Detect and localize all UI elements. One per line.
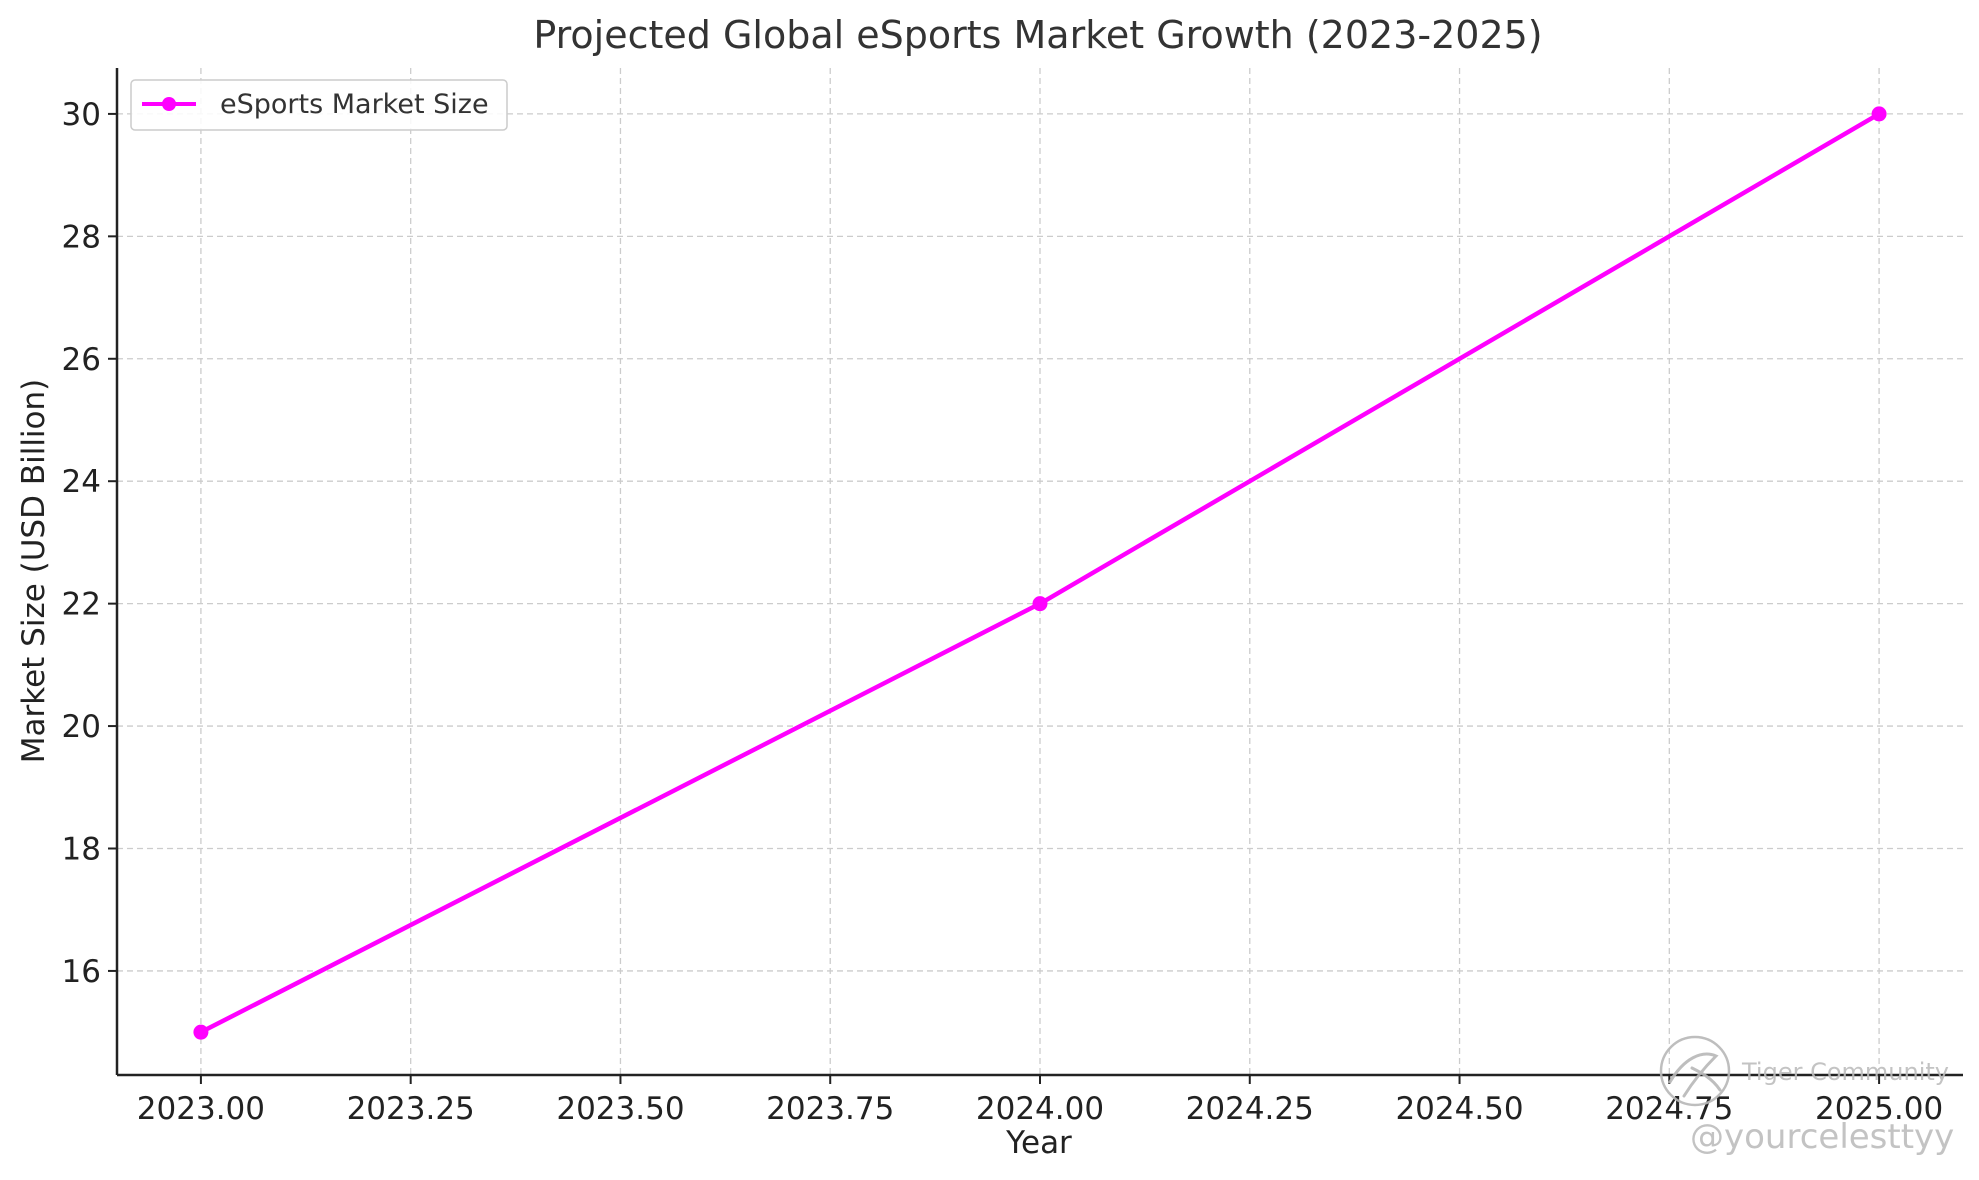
x-tick-label: 2024.00	[976, 1091, 1104, 1127]
y-tick-label: 26	[62, 342, 101, 378]
legend: eSports Market Size	[130, 79, 508, 131]
x-tick-label: 2023.00	[137, 1091, 265, 1127]
x-tick-label: 2023.50	[556, 1091, 684, 1127]
legend-marker-swatch	[162, 97, 176, 111]
data-point	[1871, 106, 1887, 122]
x-tick-label: 2024.50	[1395, 1091, 1523, 1127]
legend-label: eSports Market Size	[220, 89, 489, 120]
data-point	[1032, 596, 1048, 612]
y-tick-label: 18	[62, 832, 101, 868]
legend-box	[130, 79, 508, 131]
x-tick-label: 2025.00	[1815, 1091, 1943, 1127]
y-tick-label: 20	[62, 709, 101, 745]
y-tick-label: 16	[62, 954, 101, 990]
data-point	[193, 1024, 209, 1040]
y-tick-label: 28	[62, 219, 101, 255]
y-axis-ticks: 16 18 20 22 24 26 28 30	[62, 97, 117, 990]
y-axis-label: Market Size (USD Billion)	[16, 379, 52, 764]
watermark: Tiger Community @yourcelesttyy	[1659, 1035, 1954, 1157]
series	[193, 106, 1887, 1040]
x-tick-label: 2024.75	[1605, 1091, 1733, 1127]
watermark-community-text: Tiger Community	[1741, 1058, 1949, 1086]
x-axis-ticks: 2023.00 2023.25 2023.50 2023.75 2024.00 2024.…	[137, 1075, 1943, 1127]
chart-title: Projected Global eSports Market Growth (…	[533, 13, 1542, 57]
watermark-logo-icon	[1659, 1035, 1731, 1107]
y-tick-label: 24	[62, 464, 101, 500]
y-tick-label: 30	[62, 97, 101, 133]
x-tick-label: 2023.25	[347, 1091, 475, 1127]
y-tick-label: 22	[62, 587, 101, 623]
grid	[117, 68, 1963, 1075]
x-axis-label: Year	[1005, 1125, 1072, 1161]
x-tick-label: 2023.75	[766, 1091, 894, 1127]
x-tick-label: 2024.25	[1186, 1091, 1314, 1127]
watermark-handle-text: @yourcelesttyy	[1690, 1117, 1954, 1157]
